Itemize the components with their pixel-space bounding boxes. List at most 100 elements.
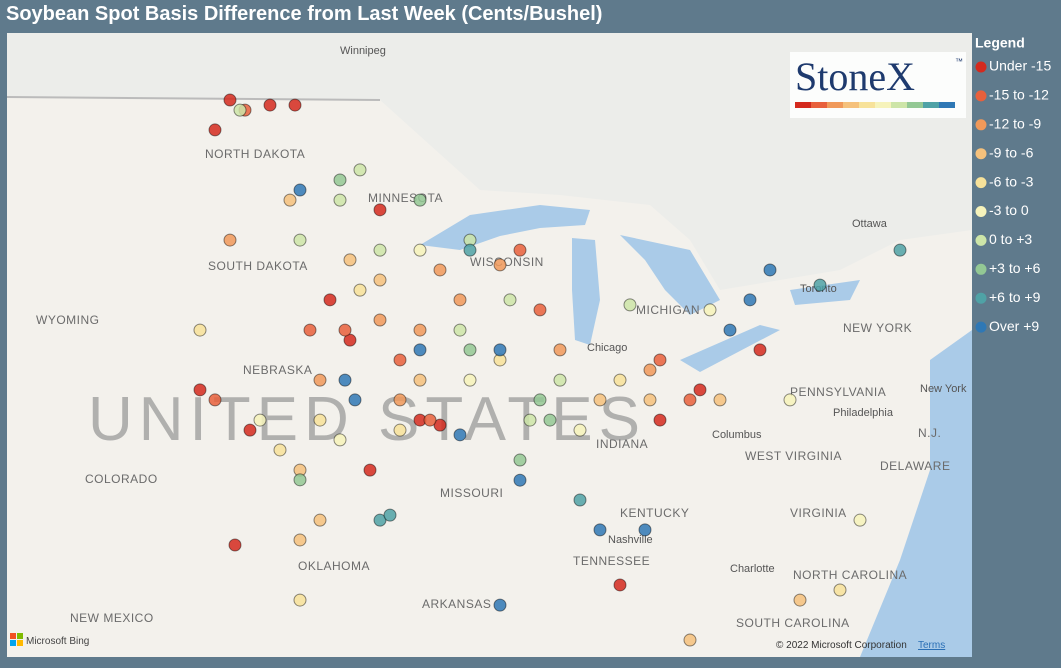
logo-mark: ™ bbox=[955, 57, 963, 66]
logo-bar-segment bbox=[923, 102, 939, 108]
data-point bbox=[433, 418, 447, 432]
data-point bbox=[208, 123, 222, 137]
legend-swatch bbox=[975, 292, 987, 304]
state-label: MINNESOTA bbox=[368, 191, 443, 205]
data-point bbox=[343, 333, 357, 347]
border bbox=[6, 96, 381, 101]
data-point bbox=[273, 443, 287, 457]
city-label: New York bbox=[920, 383, 967, 395]
data-point bbox=[223, 233, 237, 247]
logo-bar-segment bbox=[827, 102, 843, 108]
data-point bbox=[373, 513, 387, 527]
terms-link[interactable]: Terms bbox=[918, 640, 945, 651]
data-point bbox=[493, 258, 507, 272]
data-point bbox=[513, 473, 527, 487]
data-point bbox=[293, 473, 307, 487]
lake-michigan bbox=[572, 238, 600, 345]
data-point bbox=[593, 523, 607, 537]
data-point bbox=[523, 413, 537, 427]
city-label: Columbus bbox=[712, 429, 762, 441]
data-point bbox=[413, 243, 427, 257]
data-point bbox=[683, 393, 697, 407]
data-point bbox=[463, 343, 477, 357]
city-label: Nashville bbox=[608, 534, 653, 546]
legend-label: -3 to 0 bbox=[989, 202, 1029, 218]
data-point bbox=[193, 383, 207, 397]
state-label: OKLAHOMA bbox=[298, 559, 370, 573]
legend-label: +6 to +9 bbox=[989, 289, 1041, 305]
state-label: SOUTH CAROLINA bbox=[736, 616, 850, 630]
state-label: WISCONSIN bbox=[470, 255, 544, 269]
data-points bbox=[193, 93, 907, 647]
title: Soybean Spot Basis Difference from Last … bbox=[6, 3, 602, 25]
map: UNITED STATES Winnipeg NORTH DAKOTA MINN… bbox=[6, 33, 972, 657]
legend-swatch bbox=[975, 90, 987, 102]
data-point bbox=[353, 163, 367, 177]
logo-bar-segment bbox=[795, 102, 811, 108]
state-label: WEST VIRGINIA bbox=[745, 449, 842, 463]
logo-bar-segment bbox=[907, 102, 923, 108]
bing-logo bbox=[17, 633, 23, 639]
data-point bbox=[543, 413, 557, 427]
data-point bbox=[283, 193, 297, 207]
data-point bbox=[503, 293, 517, 307]
data-point bbox=[413, 373, 427, 387]
data-point bbox=[453, 428, 467, 442]
data-point bbox=[243, 423, 257, 437]
data-point bbox=[333, 173, 347, 187]
data-point bbox=[323, 293, 337, 307]
data-point bbox=[313, 513, 327, 527]
city-label: Chicago bbox=[587, 342, 627, 354]
data-point bbox=[423, 413, 437, 427]
legend-label: -15 to -12 bbox=[989, 87, 1049, 103]
data-point bbox=[713, 393, 727, 407]
attribution: Microsoft Bing bbox=[26, 636, 89, 647]
legend-label: -6 to -3 bbox=[989, 173, 1034, 189]
state-label: NORTH DAKOTA bbox=[205, 147, 305, 161]
data-point bbox=[193, 323, 207, 337]
lake-huron bbox=[620, 235, 720, 315]
state-label: MICHIGAN bbox=[636, 303, 700, 317]
data-point bbox=[373, 203, 387, 217]
legend: Under -15 -15 to -12 -12 to -9 -9 to -6 -6 t… bbox=[975, 58, 1051, 334]
data-point bbox=[373, 273, 387, 287]
state-label: MISSOURI bbox=[440, 486, 503, 500]
data-point bbox=[413, 193, 427, 207]
data-point bbox=[833, 583, 847, 597]
data-point bbox=[383, 508, 397, 522]
data-point bbox=[233, 103, 247, 117]
data-point bbox=[343, 253, 357, 267]
data-point bbox=[613, 578, 627, 592]
data-point bbox=[288, 98, 302, 112]
legend-swatch bbox=[975, 321, 987, 333]
data-point bbox=[763, 263, 777, 277]
data-point bbox=[313, 373, 327, 387]
data-point bbox=[743, 293, 757, 307]
data-point bbox=[533, 393, 547, 407]
logo-bar-segment bbox=[843, 102, 859, 108]
data-point bbox=[208, 393, 222, 407]
data-point bbox=[573, 423, 587, 437]
logo-bar-segment bbox=[859, 102, 875, 108]
data-point bbox=[333, 433, 347, 447]
legend-swatch bbox=[975, 263, 987, 275]
canada bbox=[7, 33, 972, 290]
data-point bbox=[463, 243, 477, 257]
data-point bbox=[553, 373, 567, 387]
lake-erie bbox=[680, 325, 780, 372]
data-point bbox=[753, 343, 767, 357]
data-point bbox=[293, 533, 307, 547]
data-point bbox=[223, 93, 237, 107]
map-labels: Winnipeg NORTH DAKOTA MINNESOTA SOUTH DA… bbox=[36, 45, 967, 630]
data-point bbox=[593, 393, 607, 407]
data-point bbox=[348, 393, 362, 407]
data-point bbox=[623, 298, 637, 312]
data-point bbox=[553, 343, 567, 357]
data-point bbox=[373, 243, 387, 257]
data-point bbox=[293, 593, 307, 607]
data-point bbox=[333, 193, 347, 207]
data-point bbox=[393, 393, 407, 407]
state-label: SOUTH DAKOTA bbox=[208, 259, 308, 273]
city-label: Charlotte bbox=[730, 563, 775, 575]
